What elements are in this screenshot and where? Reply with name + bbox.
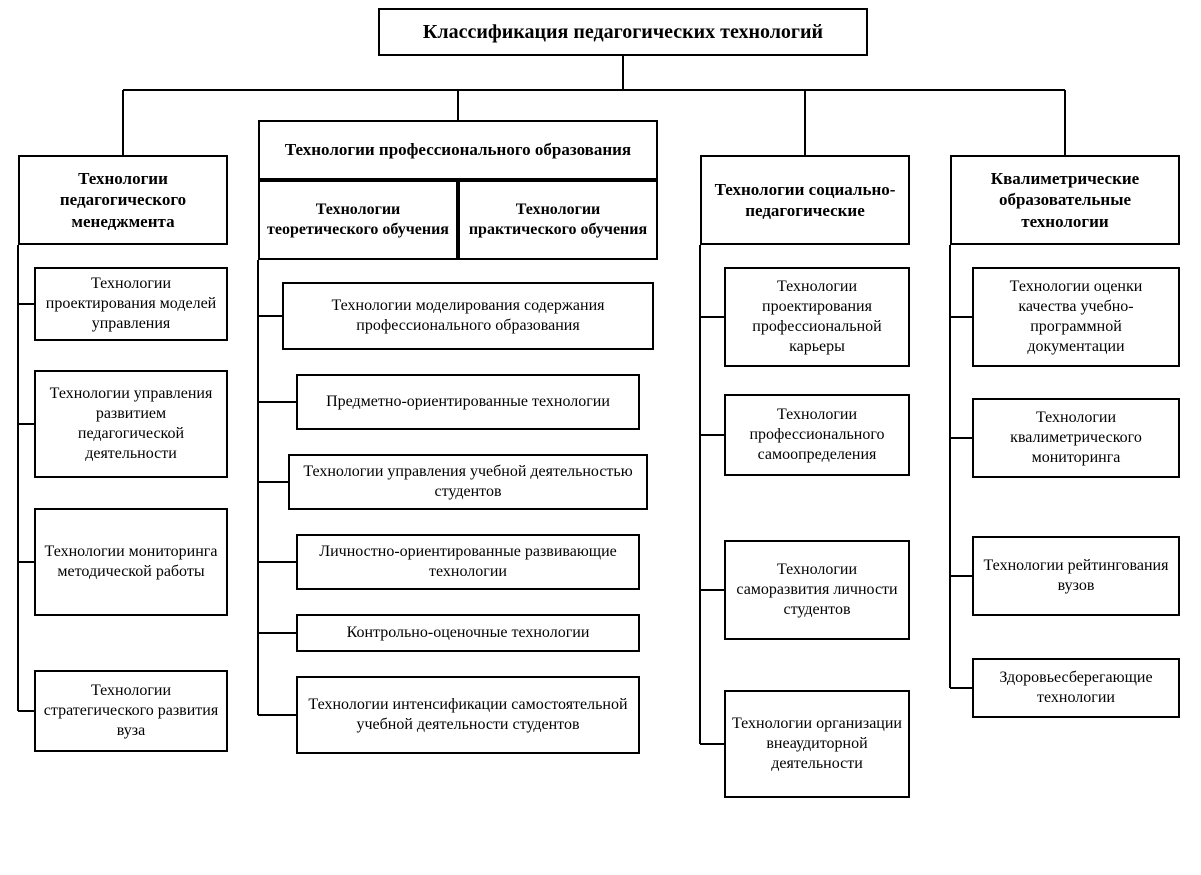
- col2-item-1: Предметно-ориентированные технологии: [296, 374, 640, 430]
- col2-item-0: Технологии моделирования содержания проф…: [282, 282, 654, 350]
- col4-item-0: Технологии оценки качества учебно-програ…: [972, 267, 1180, 367]
- root-title: Классификация педагогических технологий: [378, 8, 868, 56]
- col2-header: Технологии профессионального образования: [258, 120, 658, 180]
- col3-item-2: Технологии саморазвития личности студент…: [724, 540, 910, 640]
- col1-item-0: Технологии проектирования моделей управл…: [34, 267, 228, 341]
- col4-header: Квалиметрические образовательные техноло…: [950, 155, 1180, 245]
- col4-item-3: Здоровьесберегающие технологии: [972, 658, 1180, 718]
- col2-item-2: Технологии управления учебной деятельнос…: [288, 454, 648, 510]
- col2-item-5: Технологии интенсификации самостоятельно…: [296, 676, 640, 754]
- col3-header: Технологии социально-педагогические: [700, 155, 910, 245]
- col1-item-1: Технологии управления развитием педагоги…: [34, 370, 228, 478]
- col1-item-3: Технологии стратегического развития вуза: [34, 670, 228, 752]
- col4-item-1: Технологии квалиметрического мониторинга: [972, 398, 1180, 478]
- col3-item-0: Технологии проектирования профессиональн…: [724, 267, 910, 367]
- col2-item-3: Личностно-ориентированные развивающие те…: [296, 534, 640, 590]
- col3-item-1: Технологии профессионального самоопредел…: [724, 394, 910, 476]
- col2-sub-right: Технологии практического обучения: [458, 180, 658, 260]
- col2-item-4: Контрольно-оценочные технологии: [296, 614, 640, 652]
- col1-header: Технологии педагогического менеджмента: [18, 155, 228, 245]
- col4-item-2: Технологии рейтингования вузов: [972, 536, 1180, 616]
- col3-item-3: Технологии организации внеаудиторной дея…: [724, 690, 910, 798]
- col2-sub-left: Технологии теоретического обучения: [258, 180, 458, 260]
- col1-item-2: Технологии мониторинга методической рабо…: [34, 508, 228, 616]
